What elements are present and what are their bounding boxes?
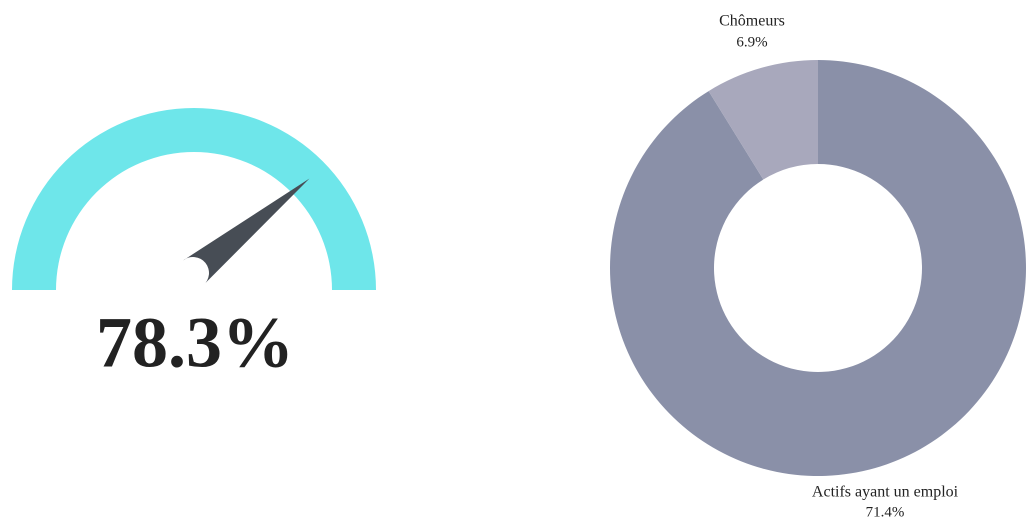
slice-value: 6.9% [736,34,767,50]
slice-label: Chômeurs [719,13,785,30]
donut-slice [610,60,1026,476]
gauge-needle [182,178,310,286]
donut-slice [708,60,818,180]
slice-value: 71.4% [866,504,905,520]
gauge-arc [12,108,376,290]
gauge-value: 78.3% [96,303,294,383]
slice-label: Actifs ayant un emploi [812,484,959,501]
